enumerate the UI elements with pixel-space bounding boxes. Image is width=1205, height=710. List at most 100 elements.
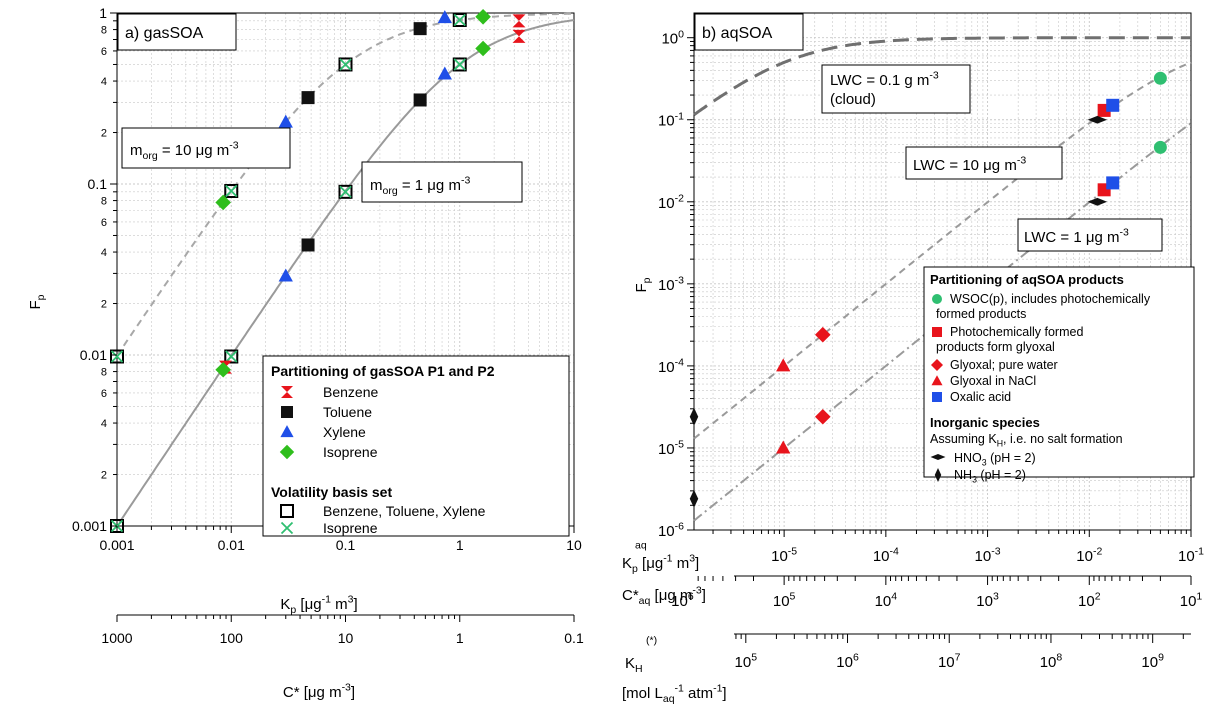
caq-tick-label: 102 — [1078, 591, 1101, 610]
vbs-open-square-marker — [224, 349, 239, 364]
legend-marker-vbs-btx — [280, 504, 294, 518]
y-tick-label: 6 — [101, 388, 107, 400]
point-isoprene — [215, 194, 231, 211]
annotation-lwc10: LWC = 10 μg m-3 — [913, 155, 1026, 174]
legend-label-b-1: Photochemically formed — [950, 325, 1083, 339]
vbs-isoprene-x-marker — [339, 185, 352, 198]
x-axis-label-a: Kp [μg-1 m3] — [280, 594, 357, 617]
legend-label-b-1-line2: products form glyoxal — [936, 340, 1055, 354]
panel-b-aqsoa: 10-6 10-5 10-4 10-3 10-2 10-1 100 Fp 10-5 10-4 10-… — [622, 12, 1204, 706]
x-tick-label: 10-2 — [1076, 546, 1102, 565]
cstar-tick-label: 100 — [220, 630, 244, 646]
caq-tick-label: 105 — [773, 591, 796, 610]
point-triangle-red — [776, 358, 791, 372]
annotation-morg-10: morg = 10 μg m-3 — [130, 140, 239, 163]
annotation-box-lwc10 — [905, 146, 1063, 180]
y-tick-label: 6 — [101, 217, 107, 229]
point-h-diamond-black — [1087, 115, 1108, 124]
legend-marker-toluene — [281, 406, 293, 418]
legend-box-a — [262, 355, 570, 537]
point-circle-teal — [1153, 71, 1167, 85]
y-tick-label: 4 — [101, 76, 107, 88]
caq-tick-label: 101 — [1180, 591, 1203, 610]
legend-inorg-note: Assuming KH, i.e. no salt formation — [930, 432, 1123, 449]
y-tick-label: 10-5 — [658, 439, 684, 458]
y-tick-label: 8 — [101, 196, 107, 208]
y-axis-label-b: Fp — [633, 277, 653, 292]
legend-label-benzene: Benzene — [323, 384, 378, 400]
cstar-tick-label: 1000 — [101, 630, 132, 646]
point-square-blue — [1106, 176, 1120, 190]
kh-axis-label-sup: (*) — [646, 635, 657, 647]
point-isoprene — [215, 361, 231, 378]
curve-lwc-3 — [693, 122, 1192, 522]
legend-marker-b-2 — [931, 359, 943, 371]
y-tick-label: 2 — [101, 299, 107, 311]
annotation-cloud-line2: (cloud) — [830, 91, 876, 108]
legend-marker-hno3 — [930, 454, 946, 460]
y-tick-label: 0.01 — [80, 347, 107, 363]
point-triangle-red — [776, 440, 791, 454]
vbs-isoprene-x-marker — [225, 184, 238, 198]
legend-label-b-3: Glyoxal in NaCl — [950, 374, 1036, 388]
vbs-isoprene-x-marker — [453, 13, 466, 27]
kh-tick-label: 106 — [836, 652, 859, 671]
kh-tick-label: 107 — [938, 652, 961, 671]
legend-marker-b-4 — [932, 392, 942, 402]
x-axis-label-b-sup: aq — [635, 540, 647, 552]
point-toluene — [413, 22, 427, 36]
x-tick-label: 0.1 — [336, 537, 356, 553]
y-tick-label: 2 — [101, 470, 107, 482]
title-box-b — [694, 13, 804, 51]
legend-box-b — [923, 266, 1195, 478]
caq-tick-label: 104 — [875, 591, 898, 610]
point-diamond-red — [815, 326, 831, 343]
point-isoprene — [475, 9, 491, 25]
legend-vbs-title: Volatility basis set — [271, 484, 392, 500]
legend-marker-vbs-isoprene — [280, 521, 294, 535]
kh-axis-unit: [mol Laq-1 atm-1] — [622, 683, 727, 706]
y-tick-label: 1 — [99, 5, 107, 21]
point-circle-teal — [1153, 140, 1167, 154]
caq-tick-label: 106 — [671, 591, 694, 610]
y-tick-label: 0.001 — [72, 518, 107, 534]
legend-marker-xylene — [280, 425, 294, 438]
legend-marker-b-1 — [932, 327, 942, 337]
curve-lwc-1 — [693, 36, 1191, 117]
point-benzene — [512, 29, 526, 43]
title-a: a) gasSOA — [125, 25, 204, 42]
y-tick-label: 4 — [101, 247, 107, 259]
x-tick-label: 10-1 — [1178, 546, 1204, 565]
title-box-a — [117, 13, 237, 51]
legend-inorg-title: Inorganic species — [930, 415, 1040, 430]
point-square-blue — [1106, 98, 1120, 112]
point-toluene — [413, 93, 427, 107]
cstar-tick-label: 10 — [338, 630, 354, 646]
point-xylene — [278, 268, 293, 282]
x-tick-label: 10-3 — [975, 546, 1001, 565]
y-tick-label: 10-6 — [658, 521, 684, 540]
y-tick-label: 100 — [661, 28, 684, 47]
cstar-tick-label: 1 — [456, 630, 464, 646]
y-axis-label-a: Fp — [27, 294, 47, 309]
x-tick-label: 10-5 — [771, 546, 797, 565]
vbs-open-square-marker — [224, 184, 239, 199]
y-tick-label: 10-2 — [658, 192, 684, 211]
x-tick-label: 10 — [566, 537, 582, 553]
vbs-isoprene-x-marker — [225, 350, 238, 363]
annotation-box-morg-10 — [121, 127, 291, 169]
y-tick-label: 4 — [101, 418, 107, 430]
point-v-diamond-black — [689, 407, 699, 426]
legend-title-a: Partitioning of gasSOA P1 and P2 — [271, 363, 495, 379]
point-toluene — [301, 238, 315, 252]
title-b: b) aqSOA — [702, 25, 773, 42]
kh-tick-label: 105 — [735, 652, 758, 671]
annotation-box-morg-1 — [361, 161, 523, 203]
legend-title-b: Partitioning of aqSOA products — [930, 272, 1124, 287]
y-tick-label: 8 — [101, 25, 107, 37]
legend-marker-b-0 — [932, 294, 942, 304]
x-tick-label: 0.001 — [99, 537, 134, 553]
annotation-box-cloud — [821, 64, 971, 114]
legend-label-vbs-btx: Benzene, Toluene, Xylene — [323, 503, 486, 519]
